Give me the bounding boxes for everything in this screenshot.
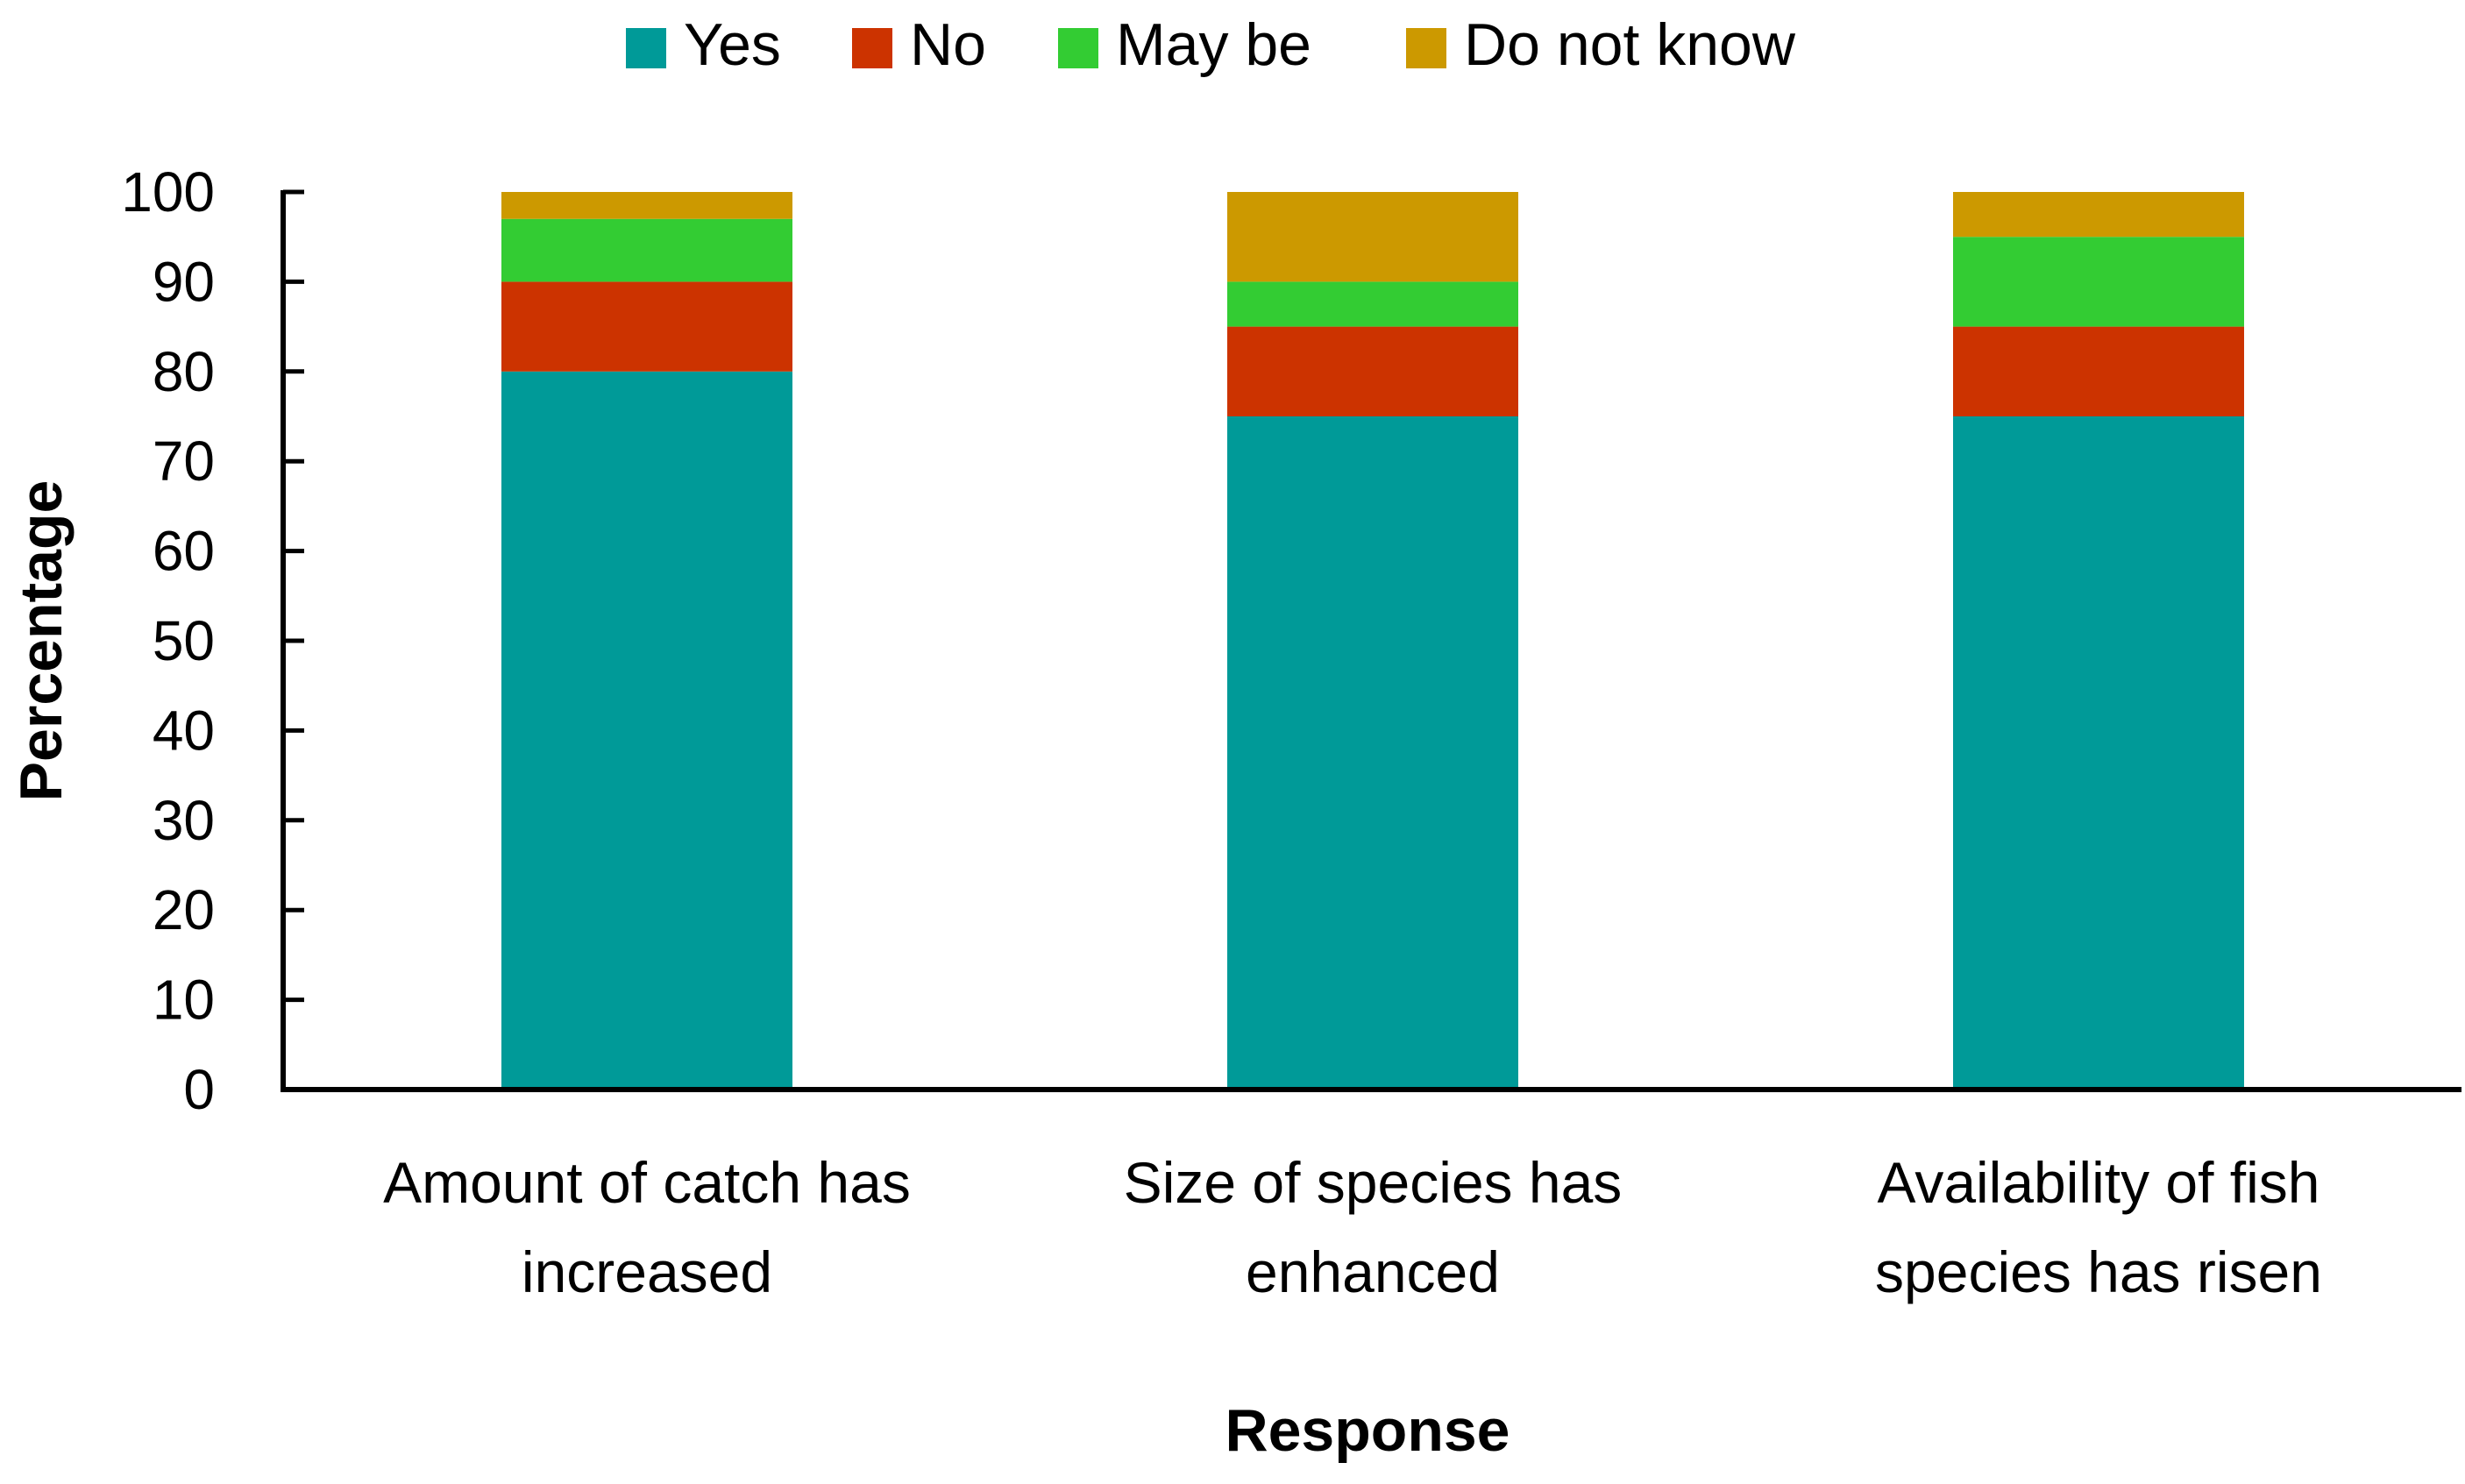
legend-swatch	[626, 28, 666, 68]
x-category-label: Availability of fish	[1877, 1150, 2319, 1215]
bar-segment-yes-3	[1953, 416, 2244, 1090]
bar-segment-do-not-know-1	[501, 192, 792, 219]
legend-label: Yes	[684, 11, 781, 78]
y-tick-label: 0	[183, 1058, 215, 1121]
bar-segment-no-2	[1227, 326, 1518, 416]
bar-segment-may-be-1	[501, 218, 792, 282]
x-category-label: increased	[522, 1239, 772, 1304]
y-tick-label: 20	[153, 878, 215, 941]
legend-swatch	[1058, 28, 1098, 68]
y-tick-label: 50	[153, 609, 215, 672]
y-tick-label: 40	[153, 699, 215, 762]
x-category-labels: Amount of catch has increased Size of spec…	[383, 1150, 2322, 1304]
legend-item-no: No	[852, 11, 986, 78]
y-tick-label: 80	[153, 340, 215, 403]
y-tick-label: 100	[121, 160, 215, 224]
x-category-label: Size of species has	[1124, 1150, 1623, 1215]
legend-label: Do not know	[1464, 11, 1796, 78]
y-tick-label: 30	[153, 789, 215, 852]
bar-segment-no-1	[501, 281, 792, 372]
legend-item-do-not-know: Do not know	[1406, 11, 1796, 78]
bar-segment-do-not-know-2	[1227, 192, 1518, 282]
x-category-label: species has risen	[1875, 1239, 2322, 1304]
bar-segment-yes-1	[501, 371, 792, 1090]
x-category-label: enhanced	[1246, 1239, 1500, 1304]
bars-group	[501, 192, 2244, 1090]
x-axis-title: Response	[1225, 1397, 1510, 1464]
bar-segment-may-be-2	[1227, 281, 1518, 327]
y-tick-label: 10	[153, 969, 215, 1032]
y-tick-label: 90	[153, 250, 215, 313]
legend-swatch	[1406, 28, 1446, 68]
legend-item-may-be: May be	[1058, 11, 1311, 78]
y-axis-title: Percentage	[8, 480, 75, 802]
legend: Yes No May be Do not know	[626, 11, 1796, 78]
bar-segment-no-3	[1953, 326, 2244, 416]
bar-segment-may-be-3	[1953, 237, 2244, 327]
y-tick-label: 70	[153, 430, 215, 493]
x-category-label: Amount of catch has	[383, 1150, 911, 1215]
legend-item-yes: Yes	[626, 11, 781, 78]
legend-swatch	[852, 28, 892, 68]
legend-label: May be	[1116, 11, 1311, 78]
bar-segment-yes-2	[1227, 416, 1518, 1090]
legend-label: No	[910, 11, 986, 78]
bar-segment-do-not-know-3	[1953, 192, 2244, 238]
y-tick-label: 60	[153, 520, 215, 583]
y-ticks: 0 10 20 30 40 50 60 70 80 90 100	[121, 160, 304, 1121]
